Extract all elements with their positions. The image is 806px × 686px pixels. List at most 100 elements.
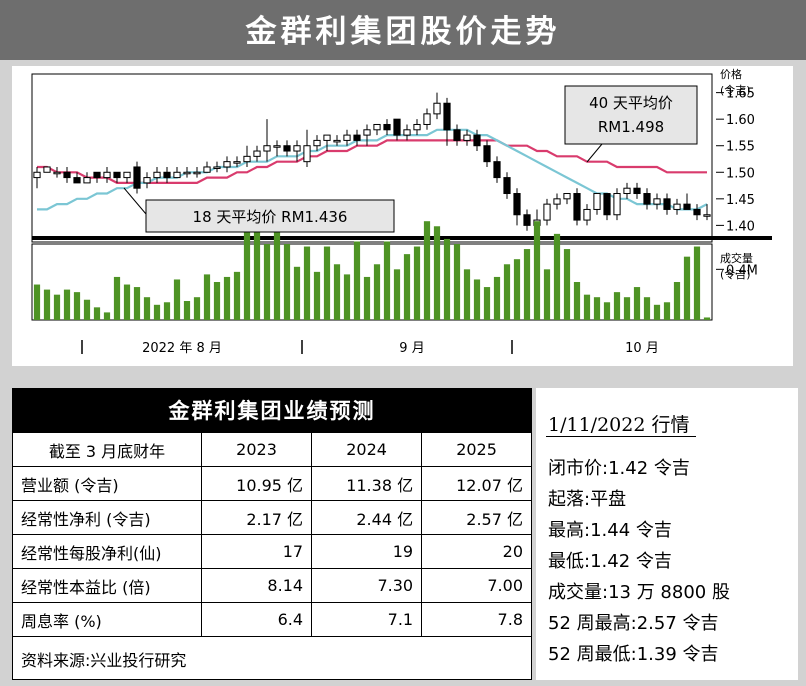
candle-body	[153, 171, 161, 179]
price-tick-label: 1.60	[726, 113, 755, 128]
table-row: 经常性本益比 (倍) 8.14 7.30 7.00	[13, 568, 531, 603]
candle-body	[333, 139, 341, 143]
volume-bar	[243, 231, 251, 320]
row-value: 7.00	[421, 568, 531, 603]
volume-bar	[53, 294, 61, 320]
row-value: 19	[311, 534, 423, 569]
volume-bar	[703, 317, 711, 320]
market-stat: 起落:平盘	[548, 489, 627, 510]
row-value: 12.07 亿	[421, 466, 531, 501]
candle-body	[613, 193, 621, 216]
candle-body	[493, 161, 501, 179]
row-value: 8.14	[200, 568, 313, 603]
row-label: 经常性本益比 (倍)	[13, 568, 202, 603]
candle-body	[293, 145, 301, 152]
candle-body	[593, 193, 601, 210]
candle-body	[363, 129, 371, 136]
volume-bar	[583, 294, 591, 320]
market-panel: 1/11/2022 行情 闭市价:1.42 令吉 起落:平盘 最高:1.44 令吉最…	[536, 388, 798, 680]
price-volume-chart: 1.651.601.551.501.451.40价格(令吉)成交量(令吉)0.4…	[31, 67, 772, 356]
volume-bar	[363, 276, 371, 320]
candle-body	[453, 129, 461, 141]
market-date: 1/11/2022 行情	[548, 414, 690, 436]
candle-body	[573, 193, 581, 221]
candle-body	[103, 171, 111, 179]
price-tick-label: 1.40	[726, 219, 755, 234]
price-axis-unit: (令吉)	[720, 83, 751, 97]
volume-bar	[123, 284, 131, 320]
price-axis-title: 价格	[720, 67, 742, 81]
table-row: 经常性每股净利(仙) 17 19 20	[13, 534, 531, 569]
ma40-callout-box	[564, 85, 698, 145]
candle-body	[623, 187, 631, 195]
candle-body	[63, 171, 71, 179]
table-header-cell: 2025	[421, 433, 531, 467]
candle-body	[583, 208, 591, 221]
ma40-callout-value: RM1.498	[598, 118, 664, 136]
volume-bar	[693, 246, 701, 320]
volume-bar	[193, 297, 201, 320]
candle-body	[243, 155, 251, 163]
volume-bar	[523, 249, 531, 320]
market-stat: 最低:1.42 令吉	[548, 551, 672, 572]
candle-body	[693, 208, 701, 216]
volume-bar	[373, 264, 381, 320]
volume-bar	[463, 269, 471, 320]
volume-tick-label: 0.4M	[726, 263, 758, 278]
table-row: 经常性净利 (令吉) 2.17 亿 2.44 亿 2.57 亿	[13, 500, 531, 535]
row-value: 10.95 亿	[200, 466, 313, 501]
volume-bar	[223, 276, 231, 320]
volume-bar	[623, 297, 631, 320]
candle-body	[403, 129, 411, 136]
ma18-callout-box	[145, 199, 395, 233]
row-label: 营业额 (令吉)	[13, 466, 202, 501]
candle-body	[543, 203, 551, 221]
candle-body	[433, 102, 441, 115]
header-bar: 金群利集团股价走势	[0, 0, 806, 60]
volume-bar	[413, 246, 421, 320]
candle-body	[93, 171, 101, 179]
volume-bar	[113, 276, 121, 320]
volume-bar	[83, 299, 91, 320]
candle-body	[483, 145, 491, 163]
row-value: 2.44 亿	[311, 500, 423, 535]
volume-bar	[293, 266, 301, 320]
volume-bar	[153, 304, 161, 320]
ma18-callout-pointer	[123, 187, 147, 215]
volume-bar	[333, 264, 341, 320]
candle-body	[263, 145, 271, 152]
volume-bar	[33, 284, 41, 320]
volume-bar	[63, 289, 71, 320]
volume-bar	[483, 287, 491, 320]
panel-separator	[32, 236, 772, 240]
volume-bar	[393, 269, 401, 320]
volume-bar	[73, 292, 81, 320]
volume-bar	[263, 244, 271, 320]
candle-body	[143, 177, 151, 184]
volume-bar	[183, 301, 191, 320]
row-value: 20	[421, 534, 531, 569]
volume-bar	[533, 221, 541, 320]
row-value: 6.4	[200, 602, 313, 637]
candle-body	[563, 193, 571, 200]
volume-bar	[103, 312, 111, 320]
volume-bar	[673, 282, 681, 320]
row-value: 7.30	[311, 568, 423, 603]
candle-body	[653, 198, 661, 205]
price-frame	[31, 73, 713, 243]
volume-bar	[563, 249, 571, 320]
volume-bar	[633, 287, 641, 320]
candle-body	[283, 145, 291, 152]
volume-bar	[93, 307, 101, 320]
candle-body	[513, 193, 521, 216]
candle-body	[313, 139, 321, 147]
candle-body	[203, 166, 211, 173]
candle-body	[53, 171, 61, 175]
volume-bar	[573, 282, 581, 320]
row-value: 11.38 亿	[311, 466, 423, 501]
candle-body	[253, 150, 261, 157]
volume-bar	[593, 297, 601, 320]
table-row: 周息率 (%) 6.4 7.1 7.8	[13, 602, 531, 637]
volume-bar	[653, 304, 661, 320]
